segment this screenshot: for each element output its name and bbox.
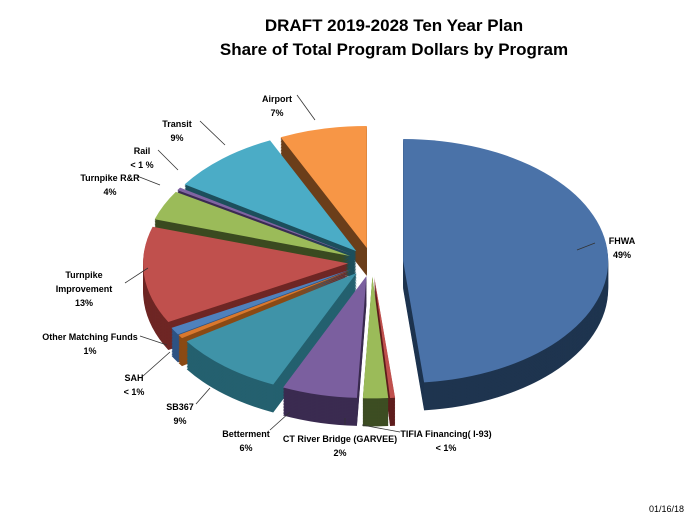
slice-top: [143, 226, 349, 322]
leader-line: [576, 242, 596, 251]
slice-top: [186, 273, 357, 385]
slice-top: [280, 125, 367, 248]
label-airport: Airport 7%: [262, 94, 292, 118]
leader-line: [157, 149, 179, 171]
slice-top: [283, 276, 367, 398]
slice-ct-river-bridge-garvee: [362, 276, 389, 427]
slice-fhwa: [403, 139, 609, 411]
label-tifia: TIFIA Financing( I-93) < 1%: [400, 429, 492, 453]
leader-line: [142, 351, 171, 377]
chart-title-line-2: Share of Total Program Dollars by Progra…: [219, 40, 569, 59]
label-transit: Transit 9%: [162, 119, 192, 143]
slice-top: [362, 276, 389, 399]
slice-top: [184, 140, 357, 252]
label-fhwa: FHWA 49%: [608, 236, 636, 260]
label-other-matching-funds: Other Matching Funds 1%: [42, 332, 138, 356]
chart-title: DRAFT 2019-2028 Ten Year Plan Share of T…: [0, 14, 698, 62]
leader-line: [296, 94, 316, 121]
chart-title-line-1: DRAFT 2019-2028 Ten Year Plan: [264, 16, 524, 35]
slice-top: [154, 191, 351, 257]
leader-line: [199, 120, 226, 146]
leader-line: [139, 335, 168, 346]
slice-top: [374, 276, 396, 398]
label-ct-river-bridge: CT River Bridge (GARVEE) 2%: [282, 434, 398, 458]
label-sb367: SB367 9%: [166, 402, 194, 426]
label-sah: SAH < 1%: [123, 373, 145, 397]
label-rail: Rail < 1 %: [130, 146, 154, 170]
slice-top: [403, 139, 609, 383]
leader-line: [269, 411, 291, 431]
slice-sb367: [186, 273, 357, 413]
slice-top: [177, 187, 352, 255]
slice-side: [178, 272, 352, 341]
leader-line: [136, 175, 161, 186]
label-turnpike-rr: Turnpike R&R 4%: [80, 173, 140, 197]
slice-side: [178, 273, 352, 343]
leader-line: [124, 267, 149, 284]
label-turnpike-improvement: Turnpike Improvement 13%: [55, 270, 113, 308]
leader-line: [361, 424, 401, 433]
slice-betterment: [283, 276, 367, 426]
slice-top: [178, 269, 352, 339]
label-betterment: Betterment 6%: [222, 429, 270, 453]
slice-top: [171, 269, 352, 335]
leader-line: [195, 387, 211, 405]
date-stamp: 01/16/18: [648, 504, 684, 514]
slice-turnpike-improvement: [143, 226, 349, 350]
